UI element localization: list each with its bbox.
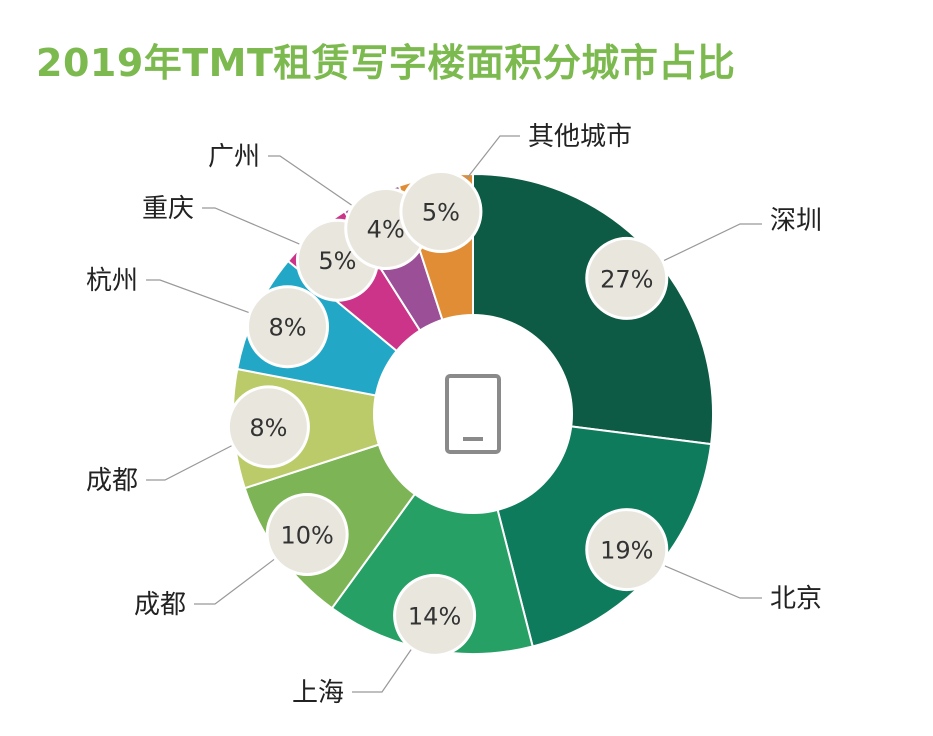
leader-line: [146, 444, 234, 481]
category-label: 深圳: [770, 206, 822, 236]
data-label: 8%: [249, 414, 287, 442]
category-label: 成都: [134, 590, 186, 620]
data-label: 4%: [367, 216, 405, 244]
leader-line: [663, 564, 762, 599]
value-bubble: [265, 492, 349, 576]
data-label: 5%: [422, 199, 460, 227]
donut-hole: [373, 314, 573, 514]
leader-line: [146, 279, 251, 314]
category-label: 广州: [208, 142, 260, 172]
value-bubble: [585, 236, 669, 320]
tablet-icon: [445, 374, 501, 454]
value-bubble: [585, 508, 669, 592]
bubbles-group: 27% 19% 14% 10% 8% 8% 5% 4% 5%: [226, 170, 669, 657]
category-label: 其他城市: [528, 122, 632, 152]
value-bubble: [226, 385, 310, 469]
leader-line: [202, 207, 301, 246]
data-label: 14%: [408, 602, 461, 630]
category-label: 上海: [292, 678, 344, 708]
leader-line: [194, 558, 276, 605]
value-bubble: [399, 170, 483, 254]
value-bubble: [246, 285, 330, 369]
value-bubble: [393, 573, 477, 657]
category-label: 重庆: [142, 194, 194, 224]
data-label: 5%: [318, 247, 356, 275]
leader-lines-group: [146, 135, 762, 693]
chart-title: 2019年TMT租赁写字楼面积分城市占比: [36, 41, 736, 85]
leader-line: [465, 135, 520, 181]
data-label: 19%: [600, 537, 653, 565]
leader-line: [352, 648, 413, 693]
leader-line: [268, 155, 354, 207]
category-label: 杭州: [86, 266, 138, 296]
category-label: 北京: [770, 584, 822, 614]
data-label: 27%: [600, 265, 653, 293]
leader-line: [662, 223, 762, 262]
data-label: 10%: [280, 521, 333, 549]
category-label: 成都: [86, 466, 138, 496]
data-label: 8%: [268, 314, 306, 342]
